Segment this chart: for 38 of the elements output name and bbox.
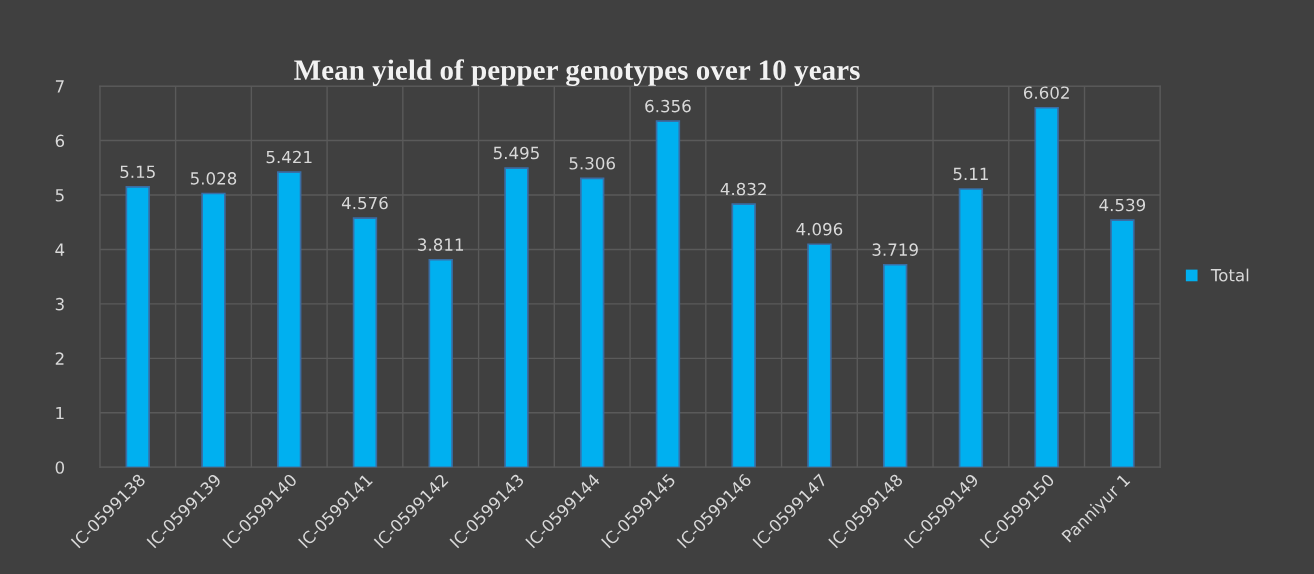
bar [882, 263, 908, 468]
data-label: 6.602 [1023, 86, 1069, 99]
bar [655, 120, 681, 468]
bar [352, 217, 378, 468]
data-label: 6.356 [645, 99, 691, 113]
data-label: 4.832 [720, 182, 766, 196]
bar [958, 188, 984, 468]
bar [277, 171, 302, 468]
y-tick-label: 2 [55, 352, 64, 365]
data-label: 5.495 [493, 146, 539, 160]
bar [579, 177, 605, 468]
data-label: 3.811 [418, 238, 464, 251]
y-tick-label: 0 [55, 461, 65, 474]
data-label: 5.15 [120, 165, 155, 179]
legend-label: Total [1210, 268, 1249, 282]
y-tick-label: 4 [55, 243, 65, 256]
y-tick-label: 5 [55, 189, 64, 202]
y-tick-label: 6 [55, 134, 65, 148]
chart-title: Mean yield of pepper genotypes over 10 years [294, 59, 860, 87]
data-label: 5.306 [569, 156, 615, 170]
bar [807, 243, 832, 468]
bar [504, 167, 529, 468]
data-label: 5.421 [266, 150, 312, 164]
data-label: 3.719 [872, 243, 918, 256]
bar [731, 203, 756, 468]
bar [428, 258, 453, 468]
data-label: 4.096 [796, 222, 843, 236]
bar [1034, 106, 1059, 468]
data-label: 5.11 [953, 167, 988, 181]
data-label: 5.028 [190, 172, 237, 185]
y-tick-label: 7 [55, 80, 64, 93]
bar [201, 192, 226, 468]
bar [125, 185, 150, 468]
data-label: 4.576 [341, 196, 388, 210]
bar [1110, 219, 1135, 468]
y-tick-label: 3 [55, 297, 64, 311]
data-label: 4.539 [1099, 198, 1146, 212]
y-tick-label: 1 [56, 406, 64, 420]
